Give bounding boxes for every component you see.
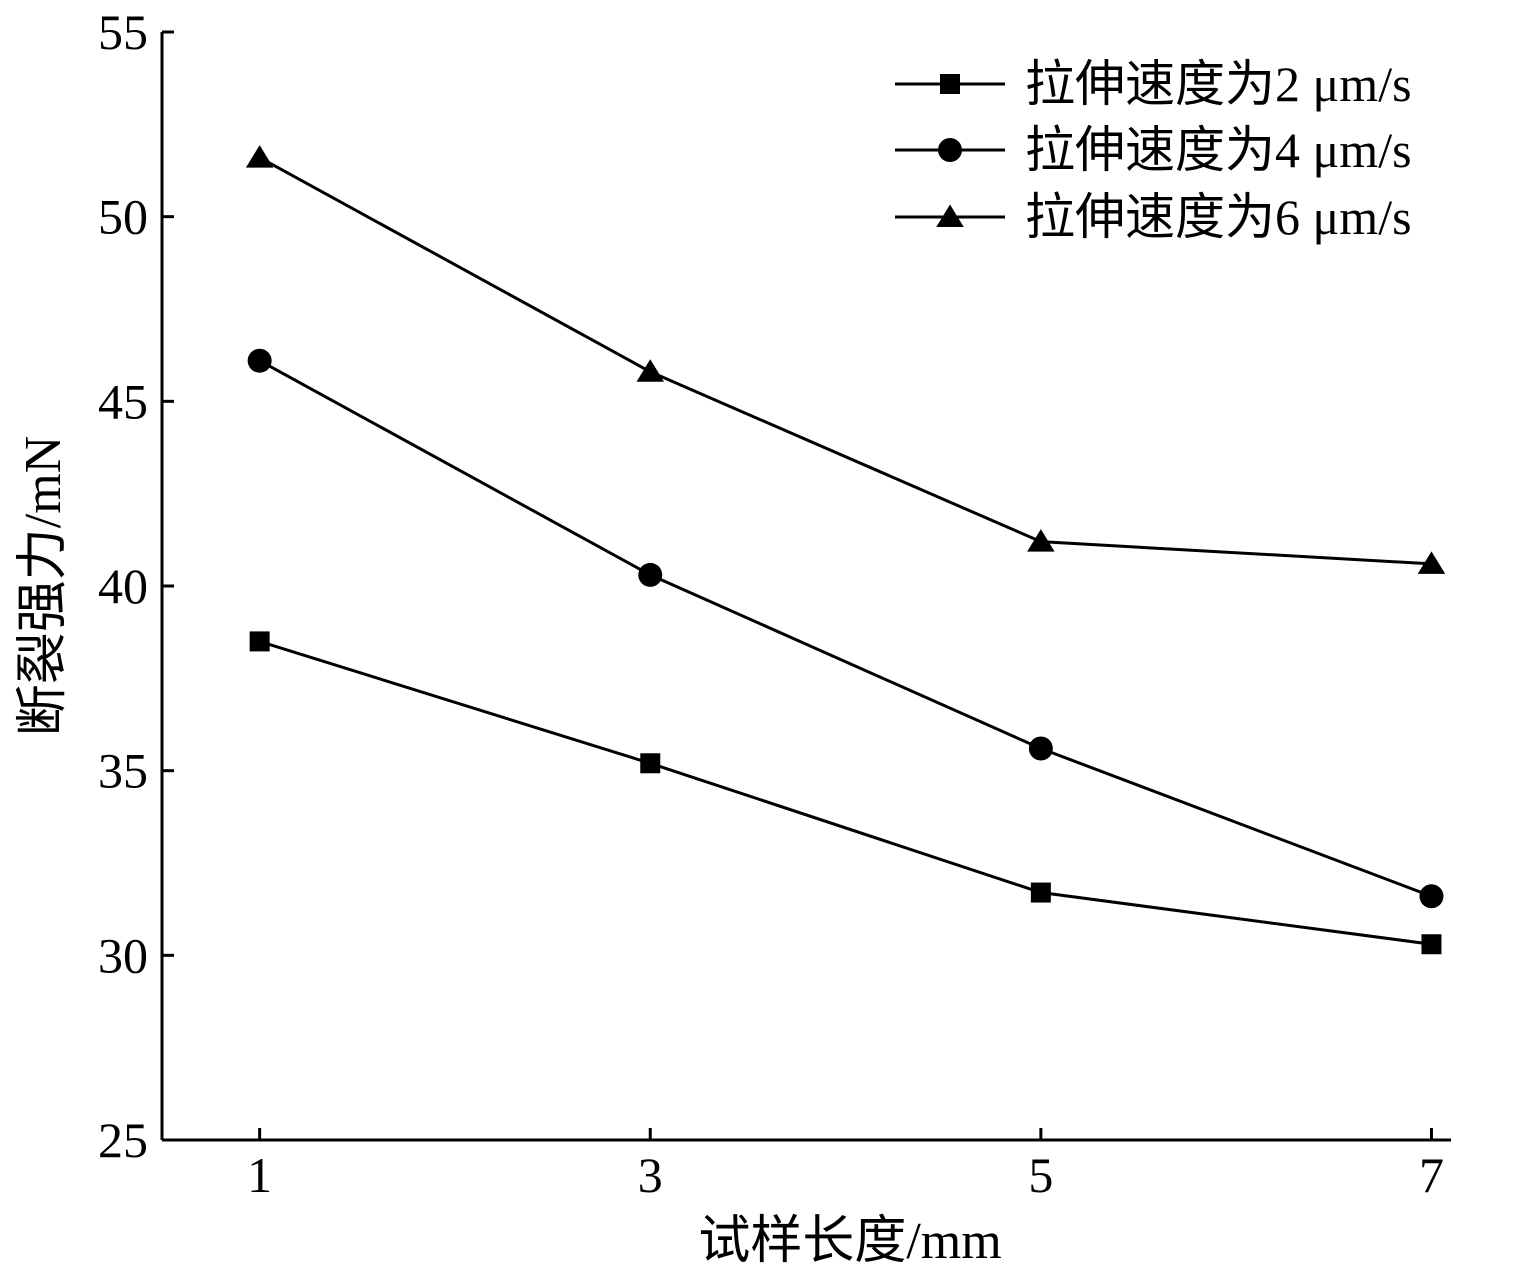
data-point-triangle — [1417, 551, 1446, 574]
y-tick-label: 30 — [98, 927, 148, 983]
legend-label: 拉伸速度为6 μm/s — [1025, 189, 1412, 245]
legend-marker-square — [940, 74, 960, 94]
legend: 拉伸速度为2 μm/s 拉伸速度为4 μm/s 拉伸速度为6 μm/s — [895, 56, 1412, 245]
series-group — [245, 145, 1446, 955]
legend-marker-triangle — [936, 204, 964, 227]
data-point-circle — [1028, 736, 1053, 761]
x-tick-label: 1 — [247, 1147, 272, 1203]
data-point-square — [1421, 934, 1442, 955]
legend-label: 拉伸速度为2 μm/s — [1025, 56, 1412, 112]
y-tick-label: 35 — [98, 743, 148, 799]
x-tick-label: 3 — [638, 1147, 663, 1203]
legend-marker-circle — [938, 138, 962, 162]
data-point-circle — [1419, 884, 1444, 909]
series-line — [259, 639, 1432, 946]
series-line — [258, 156, 1432, 566]
x-axis-title: 试样长度/mm — [698, 1213, 1001, 1270]
y-axis-title: 断裂强力/mN — [15, 436, 72, 736]
series-3 — [245, 145, 1446, 574]
x-tick-label: 7 — [1419, 1147, 1444, 1203]
data-point-triangle — [1027, 529, 1055, 552]
legend-item: 拉伸速度为2 μm/s — [895, 56, 1412, 112]
y-tick-label: 40 — [98, 558, 148, 614]
y-tick-label: 45 — [98, 373, 148, 429]
y-ticks: 25 30 35 40 45 50 55 — [98, 4, 174, 1168]
y-tick-label: 50 — [98, 189, 148, 245]
series-1 — [249, 631, 1442, 955]
data-point-square — [640, 753, 661, 774]
data-point-circle — [247, 348, 272, 373]
x-tick-label: 5 — [1028, 1147, 1053, 1203]
y-tick-label: 55 — [98, 4, 148, 60]
series-2 — [247, 348, 1444, 909]
data-point-triangle — [636, 359, 665, 382]
legend-label: 拉伸速度为4 μm/s — [1025, 122, 1412, 178]
data-point-circle — [638, 562, 663, 587]
data-point-triangle — [245, 145, 274, 168]
series-line — [258, 359, 1433, 898]
y-tick-label: 25 — [98, 1112, 148, 1168]
legend-item: 拉伸速度为4 μm/s — [895, 122, 1412, 178]
x-ticks: 1 3 5 7 — [247, 1128, 1444, 1203]
data-point-square — [1030, 882, 1051, 903]
data-point-square — [249, 631, 270, 652]
legend-item: 拉伸速度为6 μm/s — [895, 189, 1412, 245]
